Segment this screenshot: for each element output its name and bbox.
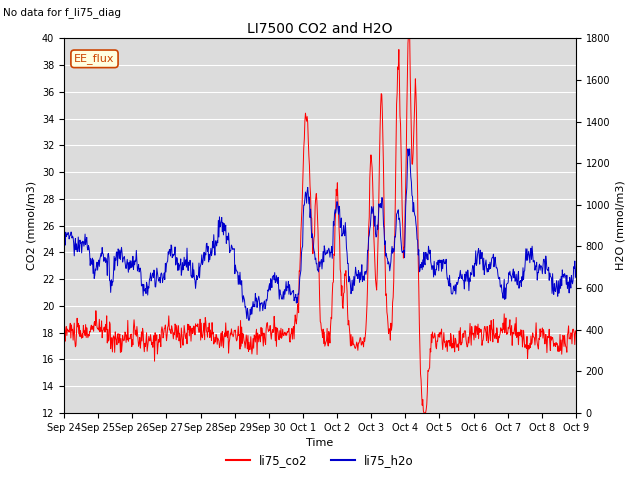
li75_h2o — [161, 261, 169, 266]
Legend: li75_co2, li75_h2o: li75_co2, li75_h2o — [221, 449, 419, 472]
li75_h2o — [383, 251, 390, 257]
li75_h2o — [245, 317, 253, 323]
Title: LI7500 CO2 and H2O: LI7500 CO2 and H2O — [247, 22, 393, 36]
Y-axis label: H2O (mmol/m3): H2O (mmol/m3) — [616, 181, 626, 270]
X-axis label: Time: Time — [307, 438, 333, 448]
Text: No data for f_li75_diag: No data for f_li75_diag — [3, 7, 121, 18]
li75_h2o — [589, 266, 596, 272]
li75_co2 — [86, 329, 94, 335]
li75_co2 — [60, 320, 68, 325]
li75_co2 — [589, 341, 596, 347]
li75_co2 — [287, 332, 294, 337]
li75_co2 — [580, 316, 588, 322]
li75_co2 — [405, 24, 413, 30]
Y-axis label: CO2 (mmol/m3): CO2 (mmol/m3) — [26, 181, 36, 270]
li75_h2o — [580, 262, 588, 267]
Text: EE_flux: EE_flux — [74, 53, 115, 64]
li75_co2 — [382, 292, 390, 298]
li75_h2o — [86, 263, 94, 268]
li75_co2 — [161, 322, 169, 328]
Line: li75_h2o: li75_h2o — [64, 149, 610, 320]
li75_h2o — [287, 291, 295, 297]
li75_h2o — [606, 284, 614, 289]
Line: li75_co2: li75_co2 — [64, 27, 610, 413]
li75_co2 — [420, 410, 428, 416]
li75_h2o — [60, 247, 68, 252]
li75_co2 — [606, 318, 614, 324]
li75_h2o — [404, 146, 412, 152]
